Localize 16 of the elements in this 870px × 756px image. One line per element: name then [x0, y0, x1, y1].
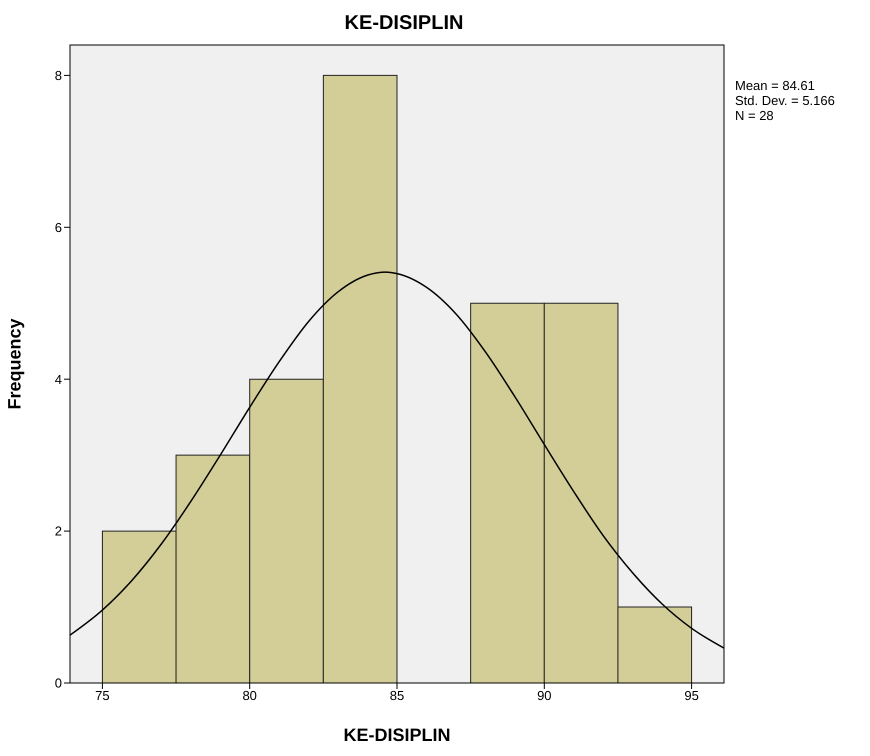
y-tick-label: 6 — [54, 220, 62, 235]
y-tick-label: 4 — [54, 372, 62, 387]
x-tick-label: 80 — [242, 688, 257, 704]
y-tick-label: 0 — [54, 676, 62, 691]
x-tick-label: 85 — [390, 688, 404, 704]
x-tick-label: 95 — [684, 688, 699, 704]
x-tick-label: 90 — [537, 688, 552, 704]
y-tick-label: 8 — [54, 68, 62, 83]
x-tick-label: 75 — [95, 688, 110, 704]
text: N = 28 — [735, 108, 775, 123]
x-axis-title: KE-DISIPLIN — [343, 725, 451, 745]
chart-title: KE-DISIPLIN — [344, 12, 464, 35]
y-axis-title: Frequency — [4, 318, 24, 410]
y-tick-label: 2 — [54, 524, 62, 539]
text: Std. Dev. = 5.166 — [735, 93, 835, 108]
text: Mean = 84.61 — [735, 78, 816, 93]
